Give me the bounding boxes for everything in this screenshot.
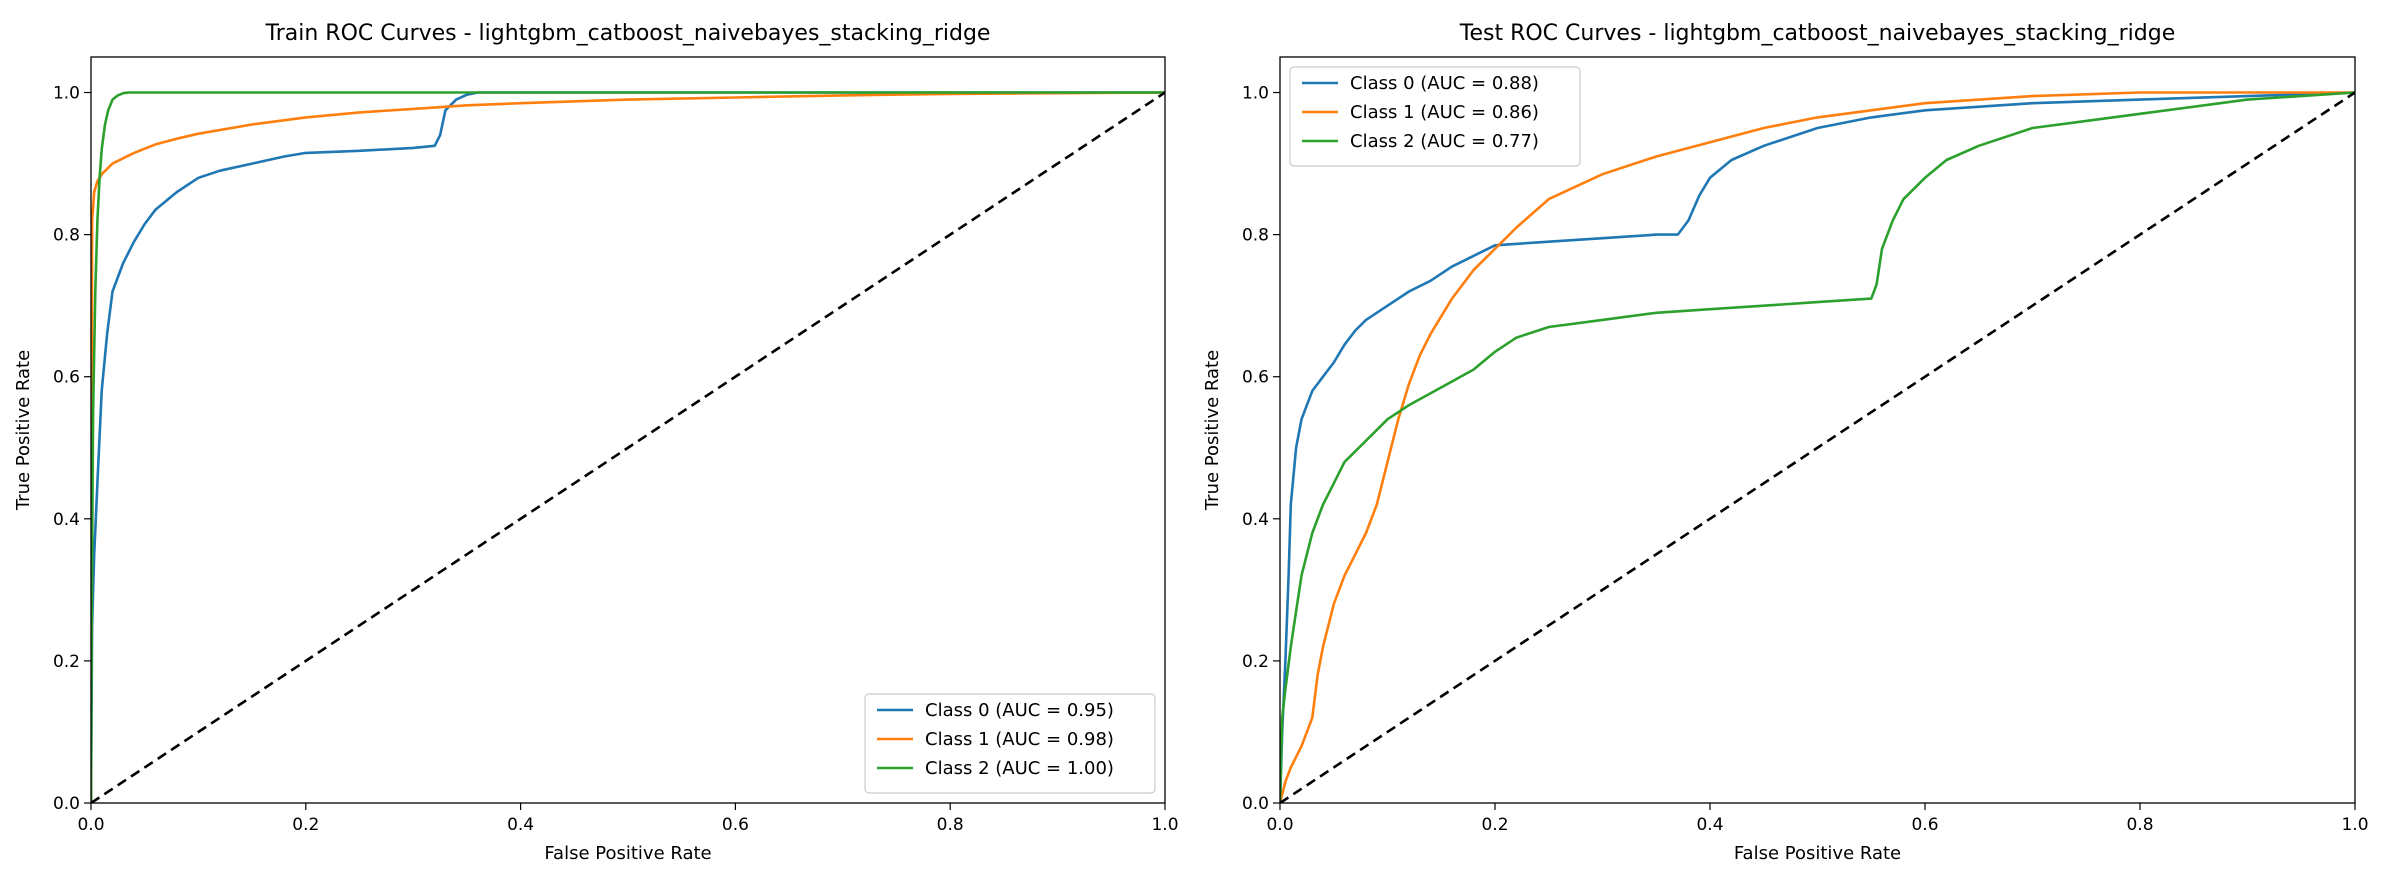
chance-diagonal-line [91,91,1165,803]
x-axis-label: False Positive Rate [544,843,711,864]
x-tick-label: 0.4 [1696,815,1723,835]
axes-frame [90,56,1166,804]
axes-frame [1279,56,2356,804]
chart-title: Test ROC Curves - lightgbm_catboost_naiv… [1459,21,2175,46]
y-tick-label: 0.2 [1242,652,1269,672]
train-roc-panel: Train ROC Curves - lightgbm_catboost_nai… [13,21,1179,864]
x-tick-label: 0.0 [77,815,104,835]
y-tick-label: 1.0 [1242,84,1269,104]
legend-entry: Class 2 (AUC = 0.77) [1350,131,1539,152]
x-tick-label: 0.8 [2126,815,2153,835]
test-roc-panel: Test ROC Curves - lightgbm_catboost_naiv… [1202,21,2369,864]
x-tick-label: 1.0 [1151,815,1178,835]
x-axis-label: False Positive Rate [1734,843,1901,864]
y-axis-label: True Positive Rate [1202,350,1223,511]
chance-diagonal-line [1280,91,2355,803]
x-tick-label: 0.2 [292,815,319,835]
series-group [1280,91,2355,803]
roc-curve-class-1 [1280,91,2355,803]
y-tick-label: 0.0 [53,794,80,814]
y-tick-label: 0.6 [53,368,80,388]
legend-entry: Class 1 (AUC = 0.98) [925,729,1114,750]
y-tick-label: 0.0 [1242,794,1269,814]
x-tick-label: 0.8 [937,815,964,835]
legend-entry: Class 1 (AUC = 0.86) [1350,102,1539,123]
x-tick-label: 0.6 [722,815,749,835]
roc-curve-class-2 [1280,91,2355,803]
x-tick-label: 0.2 [1481,815,1508,835]
roc-curve-class-0 [1280,91,2355,803]
y-tick-label: 1.0 [53,84,80,104]
chart-title: Train ROC Curves - lightgbm_catboost_nai… [265,21,991,46]
roc-curve-class-2 [91,91,1165,803]
y-tick-label: 0.2 [53,652,80,672]
y-tick-label: 0.8 [53,226,80,246]
y-tick-label: 0.8 [1242,226,1269,246]
legend-entry: Class 0 (AUC = 0.88) [1350,73,1539,94]
legend: Class 0 (AUC = 0.95) Class 1 (AUC = 0.98)… [864,693,1156,794]
x-tick-label: 1.0 [2341,815,2368,835]
legend-entry: Class 2 (AUC = 1.00) [925,758,1114,779]
series-group [91,91,1165,803]
x-tick-label: 0.0 [1266,815,1293,835]
legend: Class 0 (AUC = 0.88) Class 1 (AUC = 0.86)… [1289,66,1581,167]
x-tick-label: 0.4 [507,815,534,835]
y-tick-label: 0.6 [1242,368,1269,388]
y-tick-label: 0.4 [1242,510,1269,530]
legend-entry: Class 0 (AUC = 0.95) [925,700,1114,721]
x-tick-label: 0.6 [1911,815,1938,835]
y-tick-label: 0.4 [53,510,80,530]
legend-box [864,693,1156,794]
legend-box [1289,66,1581,167]
y-axis-label: True Positive Rate [13,350,34,511]
